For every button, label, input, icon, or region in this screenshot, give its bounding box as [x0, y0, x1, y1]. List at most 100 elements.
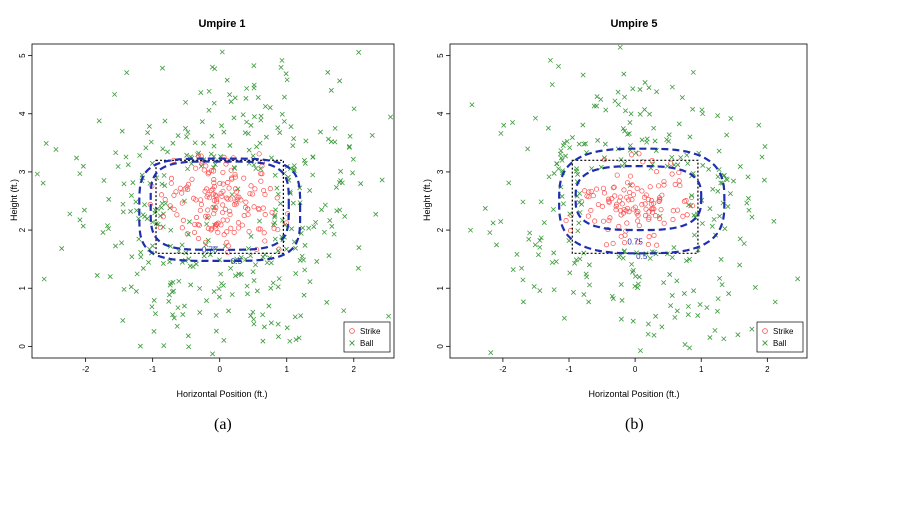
ball-point — [264, 260, 270, 266]
ball-point — [685, 303, 691, 309]
strike-point — [645, 196, 651, 202]
ball-point — [198, 90, 204, 96]
ball-point — [469, 102, 475, 108]
strike-point — [661, 182, 667, 188]
ball-point — [644, 139, 650, 145]
ball-point — [224, 77, 230, 83]
strike-point — [689, 194, 695, 200]
ball-point — [567, 145, 573, 151]
ball-point — [291, 166, 297, 172]
strike-point — [567, 228, 574, 234]
ball-point — [532, 242, 538, 248]
ball-point — [212, 162, 218, 168]
strike-point — [627, 189, 633, 196]
strike-point — [259, 171, 265, 177]
strike-point — [635, 212, 641, 218]
ball-point — [159, 65, 165, 71]
ball-point — [121, 286, 127, 292]
ball-point — [161, 172, 167, 178]
ball-point — [185, 166, 191, 172]
ball-point — [113, 243, 118, 249]
ball-point — [276, 276, 282, 282]
ball-point — [759, 154, 765, 160]
ball-point — [615, 89, 621, 95]
ball-point — [244, 85, 250, 91]
ball-point — [182, 125, 188, 131]
ball-point — [591, 103, 597, 109]
strike-point — [636, 151, 642, 157]
strike-point — [600, 185, 606, 191]
strike-point — [618, 208, 624, 214]
ball-point — [291, 136, 297, 142]
ball-point — [328, 87, 334, 93]
strike-point — [220, 169, 226, 175]
strike-point — [203, 213, 209, 219]
ball-point — [338, 168, 344, 174]
ball-point — [134, 207, 140, 213]
ball-point — [251, 162, 257, 168]
strike-point — [632, 204, 638, 210]
ball-point — [207, 252, 213, 258]
ball-point — [144, 216, 150, 222]
strike-point — [228, 225, 234, 231]
ball-point — [248, 233, 254, 239]
ball-point — [209, 64, 215, 70]
ball-point — [245, 291, 251, 297]
ball-point — [586, 299, 592, 305]
ball-point — [724, 132, 730, 138]
ball-point — [700, 111, 706, 117]
legend-box — [343, 321, 391, 353]
ball-point — [331, 231, 337, 237]
ball-point — [727, 191, 733, 197]
strike-point — [205, 191, 211, 198]
x-tick-label: 2 — [765, 365, 770, 374]
ball-point — [140, 212, 146, 218]
ball-point — [275, 125, 281, 131]
ball-point — [278, 64, 284, 70]
ball-point — [192, 140, 198, 146]
strike-point — [636, 223, 642, 229]
strike-point — [582, 188, 588, 194]
strike-point — [227, 212, 233, 218]
ball-point — [332, 139, 338, 145]
ball-point — [350, 156, 356, 162]
ball-point — [684, 258, 690, 264]
y-tick-label: 4 — [436, 111, 445, 116]
ball-point — [581, 292, 587, 297]
ball-point — [272, 172, 278, 178]
ball-point — [300, 257, 306, 263]
ball-point — [296, 335, 302, 341]
ball-point — [712, 327, 718, 333]
ball-point — [685, 312, 691, 318]
strike-point — [235, 225, 241, 231]
ball-point — [120, 201, 126, 207]
strike-point — [211, 168, 217, 174]
ball-point — [302, 242, 308, 248]
contour-label: 0.5 — [636, 252, 648, 261]
legend-strike-marker — [349, 328, 355, 334]
strike-point — [603, 242, 610, 248]
ball-point — [311, 224, 317, 230]
y-tick-label: 1 — [18, 285, 27, 290]
strike-point — [245, 212, 251, 218]
ball-point — [140, 265, 146, 271]
ball-point — [583, 271, 589, 277]
ball-point — [129, 254, 135, 260]
ball-point — [526, 236, 532, 242]
legend-box — [756, 321, 804, 353]
strike-point — [621, 187, 627, 193]
strike-point — [213, 205, 219, 211]
strike-zone — [155, 159, 284, 254]
ball-point — [772, 299, 778, 305]
ball-point — [737, 164, 743, 169]
contour-0-5 — [557, 147, 726, 255]
ball-point — [726, 291, 732, 297]
ball-point — [342, 213, 348, 219]
ball-point — [668, 303, 674, 309]
ball-point — [618, 316, 624, 322]
x-tick-label: -2 — [82, 365, 90, 374]
ball-point — [622, 128, 628, 134]
strike-point — [219, 193, 225, 199]
ball-point — [752, 284, 758, 290]
ball-point — [107, 274, 113, 280]
